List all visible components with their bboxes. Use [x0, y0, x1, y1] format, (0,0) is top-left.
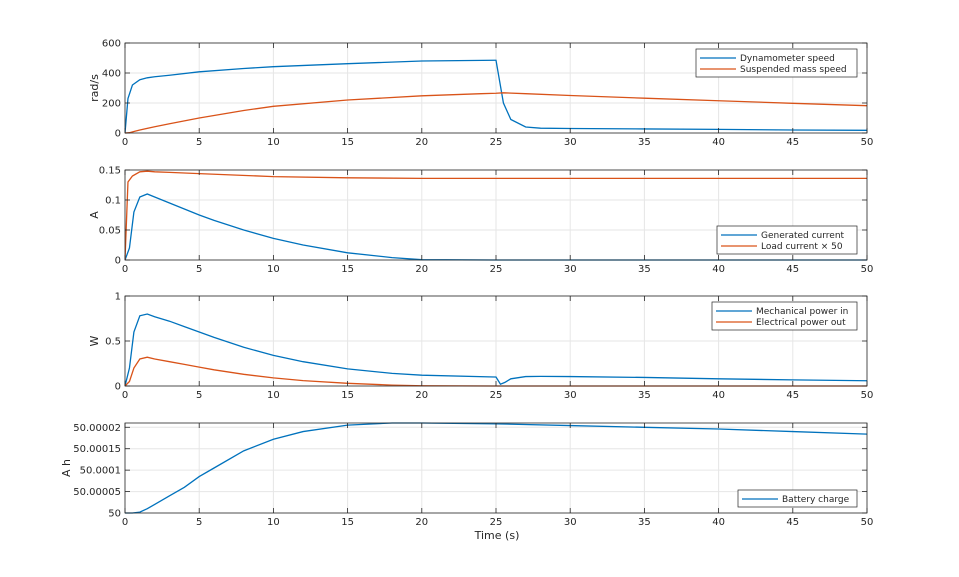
- y-tick-label: 0: [115, 382, 121, 393]
- x-tick-label: 45: [786, 517, 799, 528]
- x-tick-label: 40: [712, 390, 725, 401]
- x-tick-label: 20: [415, 137, 428, 148]
- y-axis-label: W: [88, 335, 101, 346]
- legend-label: Battery charge: [782, 495, 850, 505]
- x-tick-label: 5: [196, 390, 202, 401]
- y-tick-label: 50.00015: [73, 444, 121, 455]
- x-tick-label: 25: [490, 264, 503, 275]
- y-axis-label: A h: [60, 459, 73, 477]
- x-tick-label: 15: [341, 264, 354, 275]
- legend: Battery charge: [737, 489, 858, 508]
- legend-box: [716, 225, 858, 255]
- y-tick-label: 0.05: [99, 226, 121, 237]
- x-tick-label: 0: [122, 264, 128, 275]
- x-tick-label: 35: [638, 137, 651, 148]
- x-tick-label: 15: [341, 517, 354, 528]
- series-line-2: [125, 92, 867, 134]
- y-tick-label: 1: [115, 292, 121, 303]
- y-tick-label: 400: [102, 69, 121, 80]
- legend-label: Load current × 50: [761, 242, 843, 252]
- x-tick-label: 30: [564, 390, 577, 401]
- x-tick-label: 35: [638, 264, 651, 275]
- legend-label: Suspended mass speed: [740, 65, 847, 75]
- x-tick-label: 10: [267, 517, 280, 528]
- x-tick-label: 35: [638, 390, 651, 401]
- series-line-2: [125, 170, 867, 261]
- legend-label: Generated current: [761, 231, 845, 241]
- x-tick-label: 5: [196, 517, 202, 528]
- x-tick-label: 0: [122, 517, 128, 528]
- legend-label: Electrical power out: [756, 318, 846, 328]
- y-tick-label: 50: [108, 509, 121, 520]
- y-axis-label: rad/s: [88, 74, 101, 102]
- subplots: 0 5 10 15 20 25 30 35 40 45 500200400600rad/sDynam…: [60, 39, 873, 529]
- x-tick-label: 0: [122, 137, 128, 148]
- x-tick-label: 5: [196, 264, 202, 275]
- series-line-1: [125, 422, 867, 514]
- x-tick-label: 10: [267, 264, 280, 275]
- x-tick-label: 15: [341, 137, 354, 148]
- y-tick-label: 50.00005: [73, 487, 121, 498]
- y-tick-label: 0: [115, 129, 121, 140]
- legend-box: [695, 48, 858, 78]
- x-tick-label: 15: [341, 390, 354, 401]
- x-tick-label: 40: [712, 137, 725, 148]
- x-tick-label: 25: [490, 517, 503, 528]
- series-line-1: [125, 313, 867, 387]
- x-tick-label: 35: [638, 517, 651, 528]
- y-tick-label: 600: [102, 39, 121, 50]
- x-tick-label: 45: [786, 264, 799, 275]
- x-tick-label: 40: [712, 517, 725, 528]
- y-tick-label: 50.00002: [73, 423, 121, 434]
- y-tick-label: 0.15: [99, 166, 121, 177]
- legend-box: [737, 489, 858, 508]
- x-axis-label: Time (s): [474, 529, 520, 542]
- series-line-1: [125, 59, 867, 134]
- x-tick-label: 30: [564, 517, 577, 528]
- x-tick-label: 20: [415, 390, 428, 401]
- subplot-3: 0 5 10 15 20 25 30 35 40 45 50 0 0.5 1 W Mechanical pow…: [88, 292, 873, 402]
- x-tick-label: 45: [786, 390, 799, 401]
- x-tick-label: 50: [861, 264, 874, 275]
- x-tick-label: 30: [564, 264, 577, 275]
- subplot-2: 0 5 10 15 20 25 30 35 40 45 50 0 0.05 0.1 0.15 A Generat…: [88, 166, 873, 276]
- x-tick-label: 45: [786, 137, 799, 148]
- x-tick-label: 30: [564, 137, 577, 148]
- legend-box: [711, 301, 858, 331]
- x-tick-label: 50: [861, 517, 874, 528]
- x-tick-label: 20: [415, 517, 428, 528]
- x-tick-label: 20: [415, 264, 428, 275]
- y-tick-label: 0.1: [105, 196, 121, 207]
- subplot-4: 0 5 10 15 20 25 30 35 40 45 50 50 50.00005 50.0001 50.…: [60, 422, 874, 528]
- x-tick-label: 50: [861, 390, 874, 401]
- y-tick-label: 0.5: [105, 337, 121, 348]
- x-tick-label: 25: [490, 390, 503, 401]
- y-tick-label: 0: [115, 256, 121, 267]
- subplot-1: 0 5 10 15 20 25 30 35 40 45 50 0 200 400 600 rad/s Dynam…: [88, 39, 873, 149]
- x-tick-label: 5: [196, 137, 202, 148]
- legend-label: Dynamometer speed: [740, 54, 835, 64]
- y-tick-label: 200: [102, 99, 121, 110]
- x-tick-label: 10: [267, 137, 280, 148]
- x-tick-label: 10: [267, 390, 280, 401]
- x-tick-label: 25: [490, 137, 503, 148]
- x-tick-label: 0: [122, 390, 128, 401]
- x-tick-label: 50: [861, 137, 874, 148]
- y-axis-label: A: [88, 211, 101, 219]
- x-tick-label: 40: [712, 264, 725, 275]
- legend-label: Mechanical power in: [756, 307, 848, 317]
- y-tick-label: 50.0001: [80, 466, 121, 477]
